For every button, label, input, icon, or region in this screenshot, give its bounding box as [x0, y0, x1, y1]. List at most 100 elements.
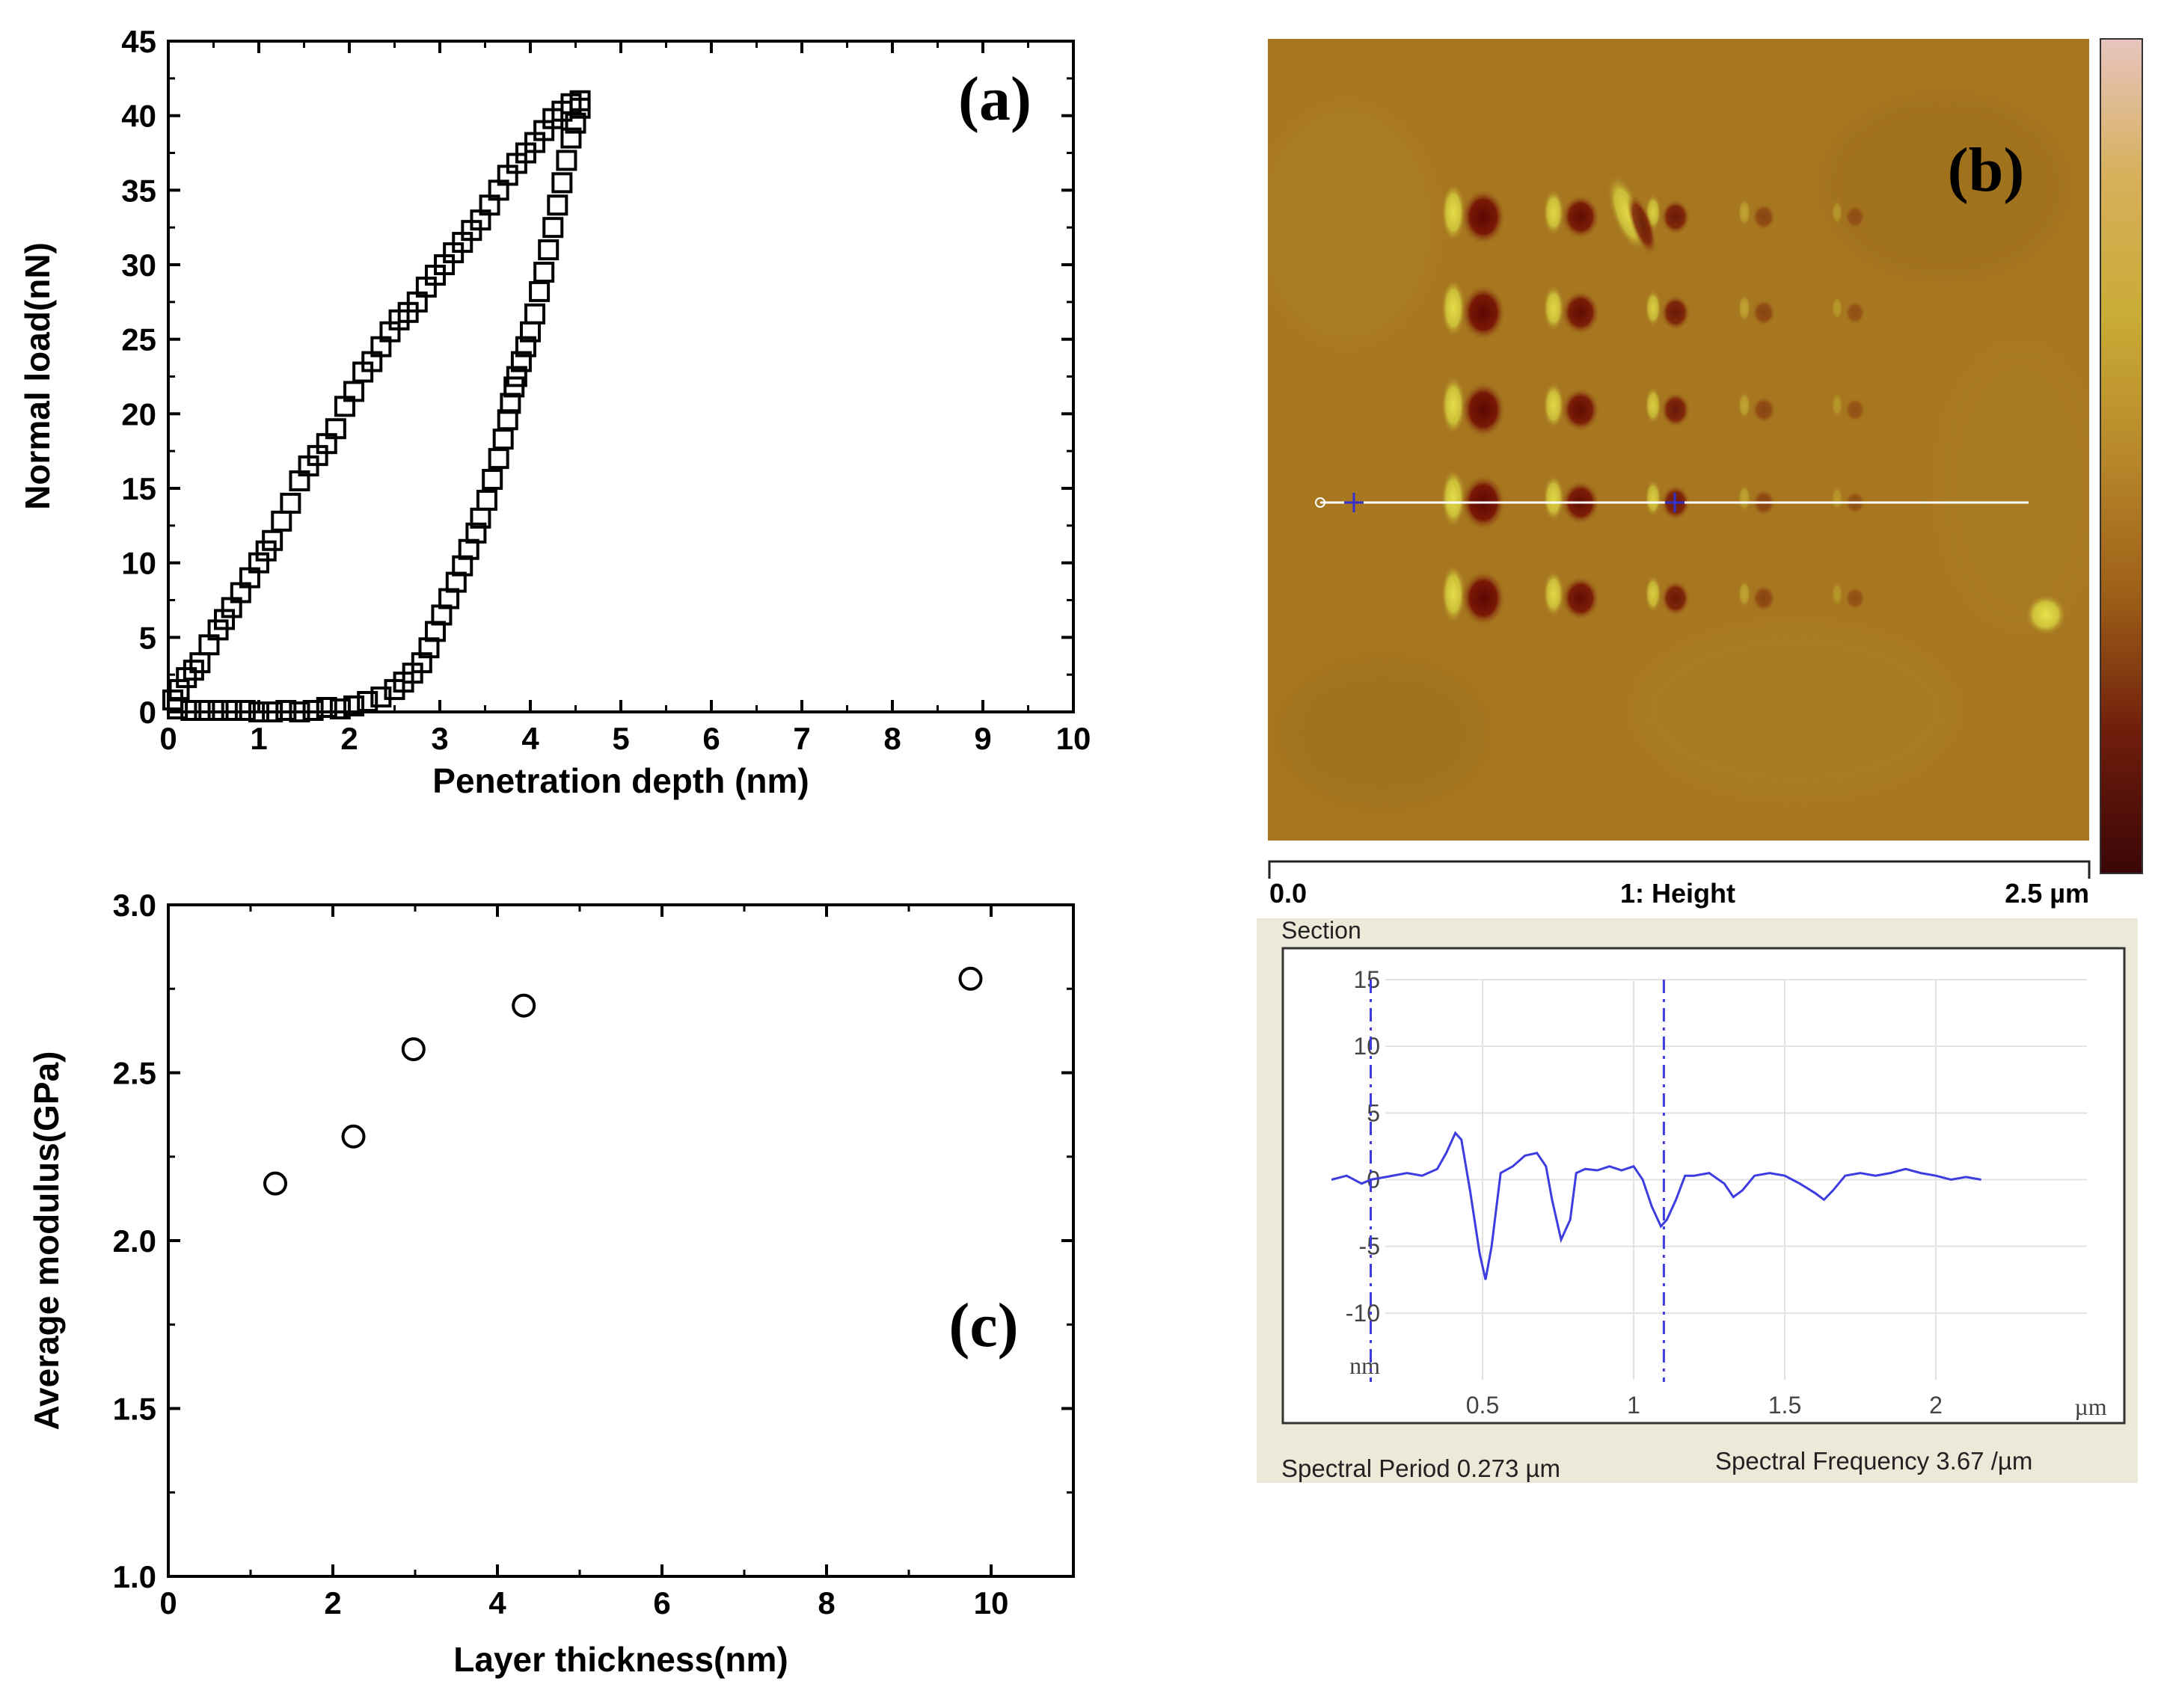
panel-c-modulus-chart: 0 2 4 6 8 10 1.0 1.5 2.0 2.5 3.0 Layer thickness(… — [27, 888, 1075, 1679]
a-unloading-point — [458, 538, 479, 560]
c-x-tick-label: 4 — [488, 1585, 506, 1621]
a-unloading-point — [370, 686, 392, 708]
section-x-tick-label: 0.5 — [1466, 1392, 1499, 1419]
afm-indent — [1845, 398, 1866, 422]
c-y-tick-label: 3.0 — [113, 888, 156, 923]
afm-indent-pileup — [1542, 381, 1565, 429]
a-unloading-point — [418, 637, 440, 659]
section-x-tick-labels: 0.5 1 1.5 2 — [1466, 1392, 1943, 1419]
a-unloading-point — [533, 261, 555, 283]
afm-background-texture — [1268, 97, 2089, 808]
a-loading-point — [214, 609, 236, 630]
a-unloading-point — [262, 701, 283, 722]
section-y-tick-label: 10 — [1353, 1033, 1380, 1060]
a-unloading-point — [465, 522, 487, 544]
a-x-tick-label: 1 — [250, 721, 267, 756]
afm-indent — [1561, 576, 1600, 621]
a-unloading-point — [302, 700, 324, 722]
afm-indent-pileup — [1831, 393, 1843, 418]
a-unloading-point — [565, 112, 586, 134]
c-modulus-point — [401, 1037, 426, 1062]
afm-indent-pileup — [1645, 574, 1661, 613]
afm-cursor-marker-1[interactable] — [1344, 493, 1364, 512]
afm-indent — [1661, 295, 1690, 331]
afm-indent-pileup — [1542, 474, 1565, 522]
panel-c-y-tick-labels: 1.0 1.5 2.0 2.5 3.0 — [113, 888, 156, 1594]
a-unloading-point — [506, 366, 527, 387]
a-y-tick-label: 40 — [121, 99, 156, 134]
section-x-tick-label: 2 — [1929, 1392, 1943, 1419]
section-y-tick-label: 5 — [1367, 1099, 1380, 1126]
section-y-unit: nm — [1349, 1352, 1380, 1379]
a-y-tick-label: 10 — [121, 546, 156, 581]
a-unloading-point — [194, 700, 215, 722]
a-unloading-point — [248, 701, 269, 722]
panel-a-y-tick-labels: 0 5 10 15 20 25 30 35 40 45 — [121, 24, 156, 730]
a-unloading-point — [529, 280, 551, 302]
a-unloading-point — [207, 700, 229, 722]
a-loading-point — [280, 492, 301, 514]
c-x-tick-label: 0 — [159, 1585, 177, 1621]
a-unloading-point — [316, 697, 337, 719]
c-modulus-point — [958, 966, 983, 991]
afm-indent-pileup — [1441, 375, 1466, 435]
afm-debris-shadow — [1626, 192, 1658, 256]
panel-c-ticks — [167, 903, 1073, 1578]
a-unloading-point — [524, 303, 546, 325]
a-unloading-point — [357, 691, 378, 713]
afm-indent-pileup — [1645, 289, 1661, 328]
a-unloading-point — [234, 700, 256, 722]
section-window-title: Section — [1281, 917, 1361, 944]
a-unloading-point — [492, 428, 514, 450]
panel-c-data-points — [263, 966, 983, 1196]
afm-indent-pileup — [1441, 468, 1466, 528]
a-x-tick-label: 3 — [431, 721, 448, 756]
c-x-tick-label: 10 — [974, 1585, 1009, 1621]
panel-a-data-points — [162, 90, 591, 722]
afm-indent — [1661, 199, 1690, 235]
c-y-tick-label: 2.0 — [113, 1223, 156, 1259]
afm-indent — [1752, 585, 1776, 612]
afm-indent — [1461, 381, 1506, 438]
afm-indent — [1461, 188, 1506, 245]
a-y-tick-label: 15 — [121, 471, 156, 506]
afm-indent-pileup — [1542, 284, 1565, 332]
afm-colorbar — [2100, 38, 2143, 874]
panel-c-y-axis-title: Average modulus(GPa) — [27, 1051, 66, 1431]
a-x-tick-label: 7 — [793, 721, 810, 756]
a-unloading-point — [445, 571, 467, 593]
afm-surface-particle — [2025, 594, 2067, 636]
afm-indent-pileup — [1542, 188, 1565, 236]
section-y-tick-label: -5 — [1359, 1233, 1380, 1260]
a-unloading-point — [329, 698, 351, 720]
c-x-tick-label: 6 — [653, 1585, 670, 1621]
panel-a-x-axis-title: Penetration depth (nm) — [432, 761, 809, 800]
a-y-tick-label: 5 — [139, 620, 156, 655]
a-unloading-point — [556, 150, 577, 171]
afm-indent — [1752, 396, 1776, 423]
afm-indent — [1845, 301, 1866, 325]
afm-indent-pileup — [1831, 200, 1843, 225]
a-unloading-point — [482, 469, 503, 491]
panel-b-afm-image: (b) 0.0 1: Height 2.5 µm Section 151050-… — [1257, 38, 2143, 1483]
a-y-tick-label: 25 — [121, 322, 156, 357]
afm-section-line-start-handle[interactable] — [1315, 497, 1325, 508]
afm-indent-pileup — [1645, 386, 1661, 425]
a-x-tick-label: 5 — [612, 721, 629, 756]
afm-indent-pileup — [1441, 278, 1466, 338]
a-unloading-point — [167, 698, 188, 720]
afm-cursor-marker-2[interactable] — [1665, 493, 1685, 512]
afm-indent-pileup — [1738, 294, 1751, 322]
a-unloading-point — [560, 127, 582, 149]
afm-indent — [1561, 290, 1600, 335]
a-y-tick-label: 0 — [139, 695, 156, 730]
a-unloading-point — [180, 700, 202, 722]
afm-indent-pileup — [1441, 182, 1466, 242]
section-y-tick-label: -10 — [1346, 1300, 1380, 1327]
afm-indent-pileup — [1831, 581, 1843, 606]
section-x-tick-label: 1 — [1627, 1392, 1640, 1419]
c-modulus-point — [512, 993, 536, 1018]
